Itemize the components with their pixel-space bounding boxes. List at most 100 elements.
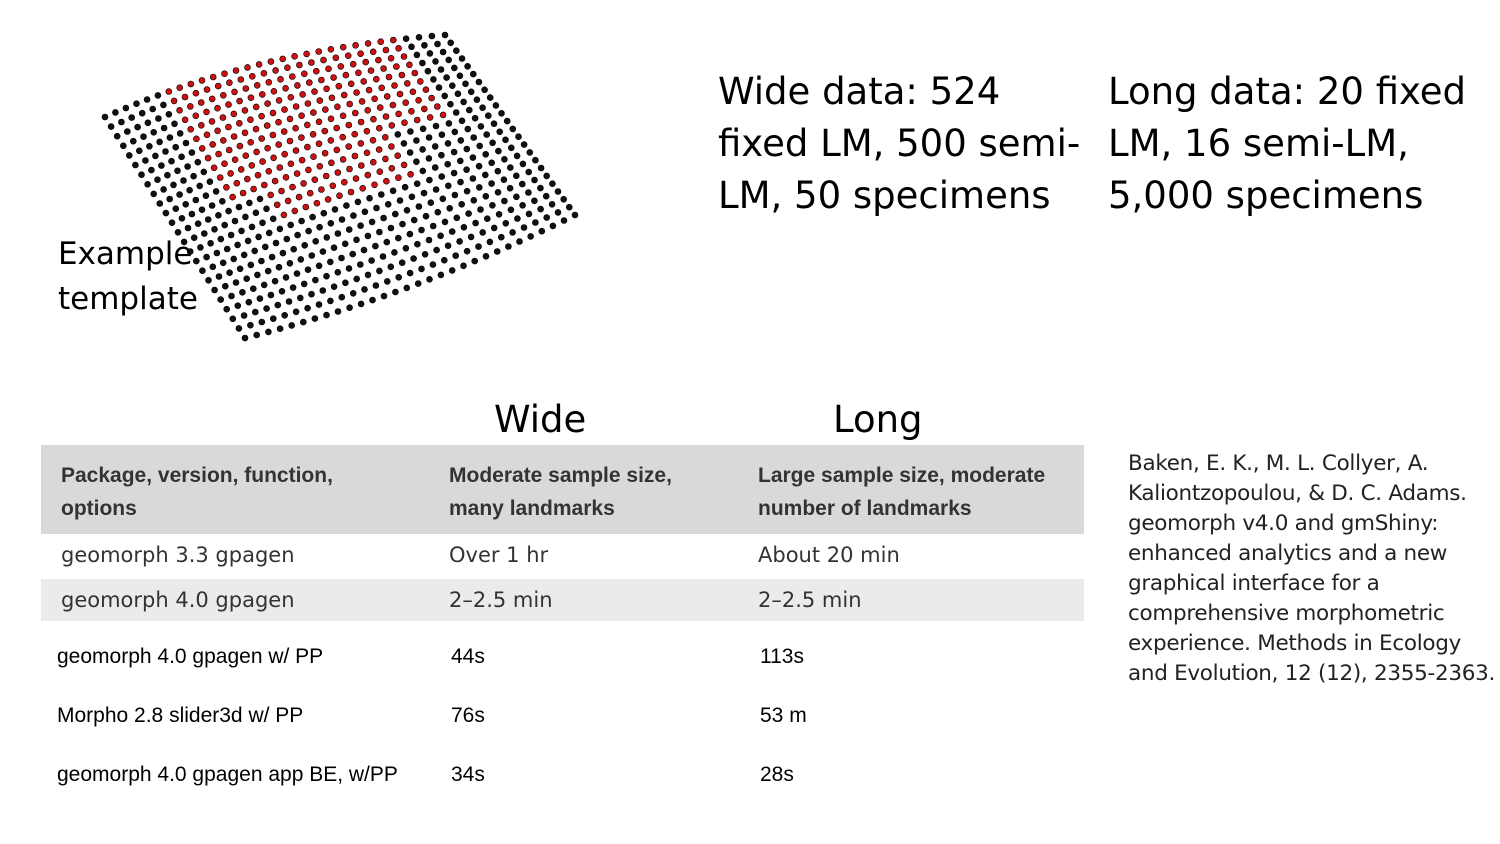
semi-landmark-point [284,197,292,205]
semi-landmark-point [305,166,312,174]
semi-landmark-point [308,59,315,66]
fixed-landmark-point [368,218,376,226]
fixed-landmark-point [418,226,425,234]
fixed-landmark-point [271,277,279,285]
fixed-landmark-point [227,231,235,239]
fixed-landmark-point [419,146,426,153]
fixed-landmark-point [407,128,414,135]
fixed-landmark-point [427,199,435,206]
semi-landmark-point [187,80,195,88]
semi-landmark-point [340,91,348,99]
fixed-landmark-point [304,266,312,274]
fixed-landmark-point [429,222,437,230]
fixed-landmark-point [140,133,147,140]
fixed-landmark-point [444,160,452,168]
fixed-landmark-point [425,236,433,244]
fixed-landmark-point [549,180,556,187]
fixed-landmark-point [475,243,482,250]
fixed-landmark-point [240,312,248,319]
fixed-landmark-point [215,273,223,280]
semi-landmark-point [303,121,311,129]
semi-landmark-point [337,63,345,70]
header-wide: Moderate sample size, many landmarks [449,464,672,520]
fixed-landmark-point [408,193,416,201]
fixed-landmark-point [413,51,421,59]
semi-landmark-point [227,170,234,177]
semi-landmark-point [363,127,371,135]
fixed-landmark-point [200,168,208,176]
fixed-landmark-point [460,98,467,106]
semi-landmark-point [385,73,393,81]
fixed-landmark-point [446,205,454,212]
semi-landmark-point [371,181,378,189]
fixed-landmark-point [444,242,452,249]
fixed-landmark-point [162,209,170,217]
semi-landmark-point [334,169,342,176]
fixed-landmark-point [345,226,353,233]
fixed-landmark-point [101,113,109,121]
fixed-landmark-point [138,109,146,117]
fixed-landmark-point [516,238,523,245]
fixed-landmark-point [453,214,461,222]
semi-landmark-point [407,171,414,178]
fixed-landmark-point [231,217,239,225]
fixed-landmark-point [356,261,364,268]
semi-landmark-point [269,109,277,117]
fixed-landmark-point [180,177,187,184]
semi-landmark-point [346,100,354,108]
fixed-landmark-point [278,287,286,295]
fixed-landmark-point [415,33,423,41]
semi-landmark-point [378,84,386,92]
fixed-landmark-point [406,230,414,238]
fixed-landmark-point [554,188,562,195]
fixed-landmark-point [259,219,266,227]
fixed-landmark-point [413,180,421,187]
fixed-landmark-point [134,123,141,131]
semi-landmark-point [321,106,329,113]
fixed-landmark-point [164,171,171,179]
fixed-landmark-point [244,237,252,245]
semi-landmark-point [336,192,343,199]
semi-landmark-point [284,64,291,71]
fixed-landmark-point [418,265,425,273]
semi-landmark-point [396,90,404,98]
semi-landmark-point [281,150,289,158]
fixed-landmark-point [505,243,512,250]
semi-landmark-point [247,94,255,101]
semi-landmark-point [364,171,372,179]
fixed-landmark-point [194,158,202,166]
fixed-landmark-point [156,138,163,146]
fixed-landmark-point [396,197,404,204]
semi-landmark-point [311,176,319,183]
fixed-landmark-point [194,220,202,227]
semi-landmark-point [322,172,330,180]
semi-landmark-point [408,108,415,115]
semi-landmark-point [298,134,305,141]
semi-landmark-point [253,82,261,89]
fixed-landmark-point [182,139,190,147]
semi-landmark-point [372,75,380,83]
fixed-landmark-point [465,210,472,217]
fixed-landmark-point [432,186,440,193]
fixed-landmark-point [465,106,473,114]
wide-time-cell: 76s [451,704,485,727]
fixed-landmark-point [471,257,479,265]
fixed-landmark-point [126,152,133,159]
semi-landmark-point [360,78,368,85]
semi-landmark-point [323,85,330,93]
fixed-landmark-point [426,50,434,57]
semi-landmark-point [395,174,402,181]
fixed-landmark-point [488,159,496,167]
fixed-landmark-point [160,124,168,132]
semi-landmark-point [382,155,389,163]
fixed-landmark-point [296,294,304,302]
fixed-landmark-point [410,255,417,262]
semi-landmark-point [298,156,306,164]
fixed-landmark-point [470,134,478,141]
semi-landmark-point [216,174,224,181]
semi-landmark-point [252,103,260,111]
semi-landmark-point [333,146,341,154]
semi-landmark-point [208,95,216,103]
fixed-landmark-point [342,279,349,287]
fixed-landmark-point [170,181,177,189]
